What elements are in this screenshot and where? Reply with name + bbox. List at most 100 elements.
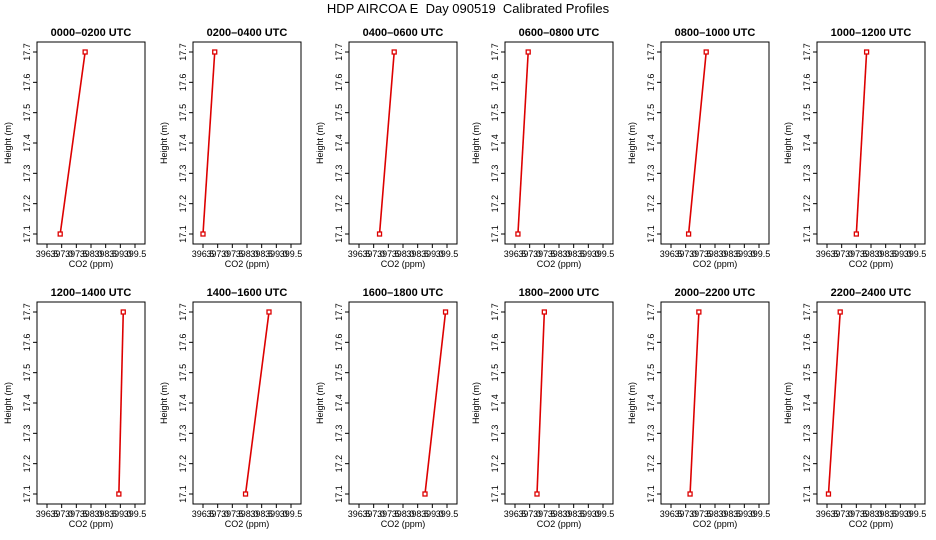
panel-12: 2200–2400 UTC396.5397.0397.5398.0398.539…	[783, 287, 926, 529]
panel-title: 1400–1600 UTC	[207, 287, 288, 299]
data-point	[57, 231, 63, 237]
data-point	[837, 309, 843, 315]
x-tick-label: 396.5	[192, 509, 215, 519]
x-tick-label: 398.0	[80, 249, 103, 259]
y-tick-label: 17.7	[334, 303, 344, 321]
y-tick-label: 17.6	[802, 334, 812, 352]
panel-6: 1000–1200 UTC396.5397.0397.5398.0398.539…	[783, 27, 926, 269]
x-axis-label: CO2 (ppm)	[69, 259, 114, 269]
profile-line	[59, 51, 86, 235]
y-tick-label: 17.7	[802, 303, 812, 321]
x-tick-label: 397.0	[518, 249, 541, 259]
x-tick-label: 397.5	[221, 249, 244, 259]
panel-title: 0000–0200 UTC	[51, 27, 132, 39]
x-tick-label: 397.0	[674, 509, 697, 519]
data-point	[525, 49, 531, 55]
panel-title: 0400–0600 UTC	[363, 27, 444, 39]
y-tick-label: 17.4	[490, 134, 500, 152]
y-tick-label: 17.7	[646, 43, 656, 61]
x-tick-label: 396.5	[36, 509, 59, 519]
x-tick-label: 396.5	[816, 509, 839, 519]
y-tick-label: 17.7	[490, 303, 500, 321]
y-tick-label: 17.2	[178, 195, 188, 213]
x-tick-label: 398.0	[548, 509, 571, 519]
x-axis-label: CO2 (ppm)	[381, 259, 426, 269]
y-tick-label: 17.5	[490, 364, 500, 382]
profile-line	[244, 311, 270, 495]
y-tick-label: 17.3	[646, 165, 656, 183]
data-point	[541, 309, 547, 315]
y-tick-label: 17.2	[802, 455, 812, 473]
y-tick-label: 17.7	[646, 303, 656, 321]
panel-title: 2000–2200 UTC	[675, 287, 756, 299]
plot-frame	[348, 41, 458, 245]
plot-frame	[816, 41, 926, 245]
x-tick-label: 398.5	[250, 509, 273, 519]
x-tick-label: 397.5	[377, 249, 400, 259]
y-tick-label: 17.3	[334, 165, 344, 183]
y-tick-label: 17.6	[802, 74, 812, 92]
profile-line	[855, 51, 868, 235]
data-point	[391, 49, 397, 55]
y-axis-label: Height (m)	[471, 122, 481, 164]
panel-title: 1800–2000 UTC	[519, 287, 600, 299]
panel-10: 1800–2000 UTC396.5397.0397.5398.0398.539…	[471, 287, 614, 529]
y-tick-label: 17.4	[490, 394, 500, 412]
x-tick-label: 398.5	[562, 509, 585, 519]
y-axis-label: Height (m)	[783, 122, 793, 164]
plot-frame	[348, 301, 458, 505]
x-axis-label: CO2 (ppm)	[537, 519, 582, 529]
x-axis-label: CO2 (ppm)	[69, 519, 114, 529]
x-tick-label: 398.5	[874, 509, 897, 519]
data-point	[825, 491, 832, 497]
y-tick-label: 17.4	[802, 134, 812, 152]
y-tick-label: 17.2	[334, 455, 344, 473]
y-tick-label: 17.6	[178, 74, 188, 92]
y-tick-label: 17.1	[490, 225, 500, 243]
y-axis-label: Height (m)	[159, 382, 169, 424]
y-tick-label: 17.3	[22, 165, 32, 183]
x-tick-label: 398.0	[236, 509, 259, 519]
x-tick-label: 396.5	[660, 509, 683, 519]
plot-frame	[504, 41, 614, 245]
x-tick-label: 397.5	[689, 509, 712, 519]
profile-line	[202, 51, 216, 235]
x-tick-label: 398.5	[718, 249, 741, 259]
plot-frame	[192, 301, 302, 505]
panel-title: 0800–1000 UTC	[675, 27, 756, 39]
x-tick-label: 398.0	[392, 509, 415, 519]
y-tick-label: 17.6	[22, 334, 32, 352]
y-tick-label: 17.6	[646, 334, 656, 352]
data-point	[212, 49, 218, 55]
x-tick-label: 398.5	[718, 509, 741, 519]
data-point	[853, 231, 859, 237]
x-tick-label: 396.5	[192, 249, 215, 259]
x-tick-label: 398.0	[236, 249, 259, 259]
y-tick-label: 17.5	[22, 104, 32, 122]
data-point	[376, 231, 383, 237]
x-tick-label: 399.5	[904, 509, 927, 519]
panel-5: 0800–1000 UTC396.5397.0397.5398.0398.539…	[627, 27, 770, 269]
x-tick-label: 397.0	[206, 509, 229, 519]
data-point	[687, 491, 693, 497]
y-tick-label: 17.2	[490, 195, 500, 213]
x-tick-label: 399.5	[904, 249, 927, 259]
panel-8: 1400–1600 UTC396.5397.0397.5398.0398.539…	[159, 287, 302, 529]
y-tick-label: 17.6	[178, 334, 188, 352]
data-point	[266, 309, 272, 315]
y-axis-label: Height (m)	[783, 382, 793, 424]
data-point	[82, 49, 88, 55]
data-point	[696, 309, 702, 315]
y-axis-label: Height (m)	[627, 382, 637, 424]
x-tick-label: 399.5	[748, 509, 771, 519]
y-tick-label: 17.6	[490, 334, 500, 352]
panel-title: 0600–0800 UTC	[519, 27, 600, 39]
x-tick-label: 397.5	[689, 249, 712, 259]
x-tick-label: 399.0	[733, 249, 756, 259]
profile-line	[687, 51, 707, 235]
y-axis-label: Height (m)	[627, 122, 637, 164]
x-tick-label: 396.5	[660, 249, 683, 259]
x-tick-label: 399.5	[748, 249, 771, 259]
x-tick-label: 399.5	[280, 249, 303, 259]
x-axis-label: CO2 (ppm)	[693, 259, 738, 269]
